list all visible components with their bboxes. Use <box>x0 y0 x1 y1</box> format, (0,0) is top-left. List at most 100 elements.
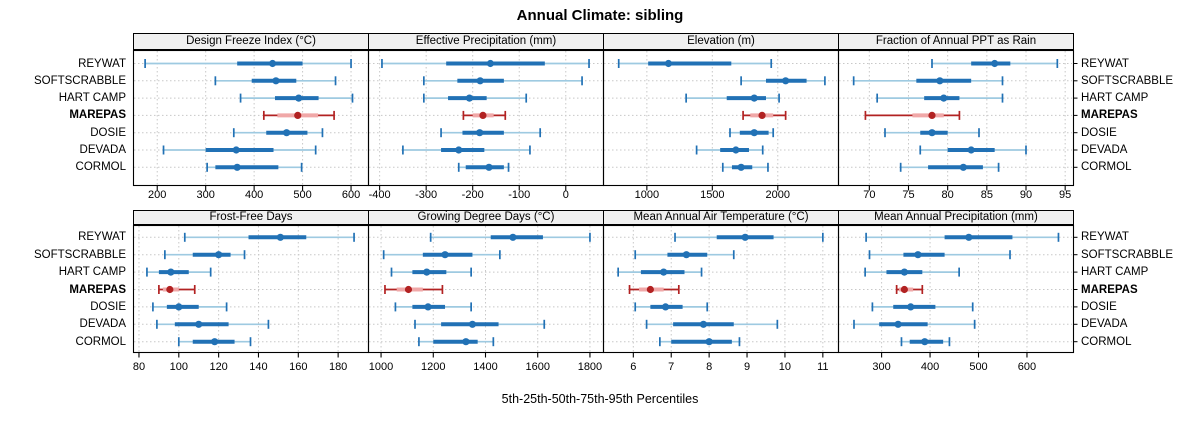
median-dot-cormol <box>737 163 745 171</box>
median-dot-marepas <box>294 111 302 119</box>
interval-reywat <box>429 232 591 242</box>
median-dot-softscrabble <box>272 77 280 85</box>
interval-reywat <box>865 232 1060 242</box>
site-label-right-devada: DEVADA <box>1081 144 1128 156</box>
site-label-left-marepas: MAREPAS <box>69 109 126 122</box>
panel-elevation-m <box>602 49 840 191</box>
axis-tick-label: 7 <box>668 361 675 373</box>
axis-tick-label: 200 <box>148 189 167 201</box>
interval-softscrabble <box>868 250 1011 260</box>
interval-dosie <box>232 128 324 138</box>
axis-tick-label: 1500 <box>700 189 725 201</box>
interval-dosie <box>729 128 775 138</box>
interval-hart-camp <box>685 93 780 103</box>
interval-reywat <box>617 59 773 68</box>
median-dot-hart-camp <box>465 94 474 102</box>
site-label-left-cormol: CORMOL <box>75 161 126 174</box>
axis-tick-label: 9 <box>743 361 751 373</box>
strip-frost-free-days: Frost-Free Days <box>133 210 369 225</box>
interval-marepas <box>262 110 335 120</box>
median-dot-hart-camp <box>750 94 758 102</box>
interval-softscrabble <box>634 250 735 260</box>
median-dot-devada <box>468 320 477 328</box>
axis-tick-label: -200 <box>461 189 484 201</box>
median-dot-cormol <box>959 163 967 171</box>
median-dot-dosie <box>476 129 484 137</box>
median-dot-reywat <box>486 59 494 68</box>
interval-hart-camp <box>390 267 472 277</box>
site-label-right-dosie: DOSIE <box>1081 126 1117 139</box>
median-dot-dosie <box>175 303 183 311</box>
axis-tick-label: 8 <box>706 361 713 373</box>
axis-tick-label: 180 <box>328 361 348 373</box>
interval-hart-camp <box>422 93 528 103</box>
axis-tick-label: 90 <box>1019 189 1033 201</box>
interval-devada <box>414 319 546 329</box>
interval-devada <box>853 319 976 329</box>
median-dot-devada <box>732 146 740 154</box>
site-label-left-devada: DEVADA <box>79 318 126 331</box>
axis-tick-label: 160 <box>289 361 308 373</box>
site-label-left-devada: DEVADA <box>79 144 126 156</box>
chart-title: Annual Climate: sibling <box>516 7 684 24</box>
interval-softscrabble <box>164 250 246 260</box>
median-dot-marepas <box>404 285 413 294</box>
axis-tick-label: 0 <box>562 189 569 201</box>
median-dot-devada <box>967 146 975 154</box>
interval-softscrabble <box>422 76 583 86</box>
site-label-right-cormol: CORMOL <box>1081 335 1132 348</box>
median-dot-marepas <box>928 111 936 119</box>
median-dot-softscrabble <box>936 77 944 85</box>
interval-dosie <box>394 302 472 312</box>
strip-growing-degree-days-c: Growing Degree Days (°C) <box>368 210 604 225</box>
interval-devada <box>162 145 317 155</box>
interval-marepas <box>384 285 444 294</box>
median-dot-devada <box>894 320 902 328</box>
median-dot-reywat <box>991 59 999 68</box>
axis-tick-label: 300 <box>196 189 215 201</box>
axis-tick-label: 1200 <box>421 361 446 373</box>
interval-softscrabble <box>740 76 826 86</box>
site-label-left-marepas: MAREPAS <box>69 283 126 296</box>
panel-effective-precipitation-mm <box>367 49 605 191</box>
median-dot-softscrabble <box>914 251 922 259</box>
site-label-right-hart-camp: HART CAMP <box>1081 266 1149 279</box>
site-label-right-softscrabble: SOFTSCRABBLE <box>1081 248 1174 261</box>
axis-tick-label: 85 <box>980 189 993 201</box>
median-dot-reywat <box>741 233 749 241</box>
median-dot-devada <box>455 146 463 154</box>
median-dot-devada <box>195 320 203 328</box>
interval-marepas <box>864 110 961 120</box>
interval-dosie <box>440 128 542 138</box>
site-label-right-marepas: MAREPAS <box>1081 109 1138 122</box>
interval-hart-camp <box>617 267 703 277</box>
interval-marepas <box>158 285 196 294</box>
interval-marepas <box>895 285 924 294</box>
site-label-left-dosie: DOSIE <box>90 126 126 139</box>
median-dot-hart-camp <box>900 268 908 276</box>
median-dot-softscrabble <box>215 251 223 259</box>
interval-cormol <box>177 337 252 347</box>
site-label-right-devada: DEVADA <box>1081 318 1128 331</box>
median-dot-dosie <box>750 129 758 137</box>
interval-hart-camp <box>146 267 212 277</box>
interval-cormol <box>900 337 951 347</box>
median-dot-cormol <box>462 338 470 346</box>
median-dot-reywat <box>965 233 973 241</box>
interval-hart-camp <box>239 93 354 103</box>
interval-marepas <box>628 285 680 294</box>
axis-tick-label: 400 <box>244 189 264 201</box>
site-label-right-marepas: MAREPAS <box>1081 283 1138 296</box>
interval-hart-camp <box>876 93 1004 103</box>
median-dot-softscrabble <box>782 77 790 85</box>
panel-fraction-of-annual-ppt-as-rain <box>837 49 1078 191</box>
axis-tick-label: 100 <box>169 361 188 373</box>
interval-softscrabble <box>382 250 501 260</box>
site-label-left-hart-camp: HART CAMP <box>58 92 126 105</box>
interval-reywat <box>674 232 824 242</box>
site-label-left-softscrabble: SOFTSCRABBLE <box>33 248 126 261</box>
axis-tick-label: 500 <box>293 189 312 201</box>
median-dot-hart-camp <box>295 94 303 102</box>
axis-tick-label: 600 <box>341 189 361 201</box>
median-dot-dosie <box>661 303 670 311</box>
